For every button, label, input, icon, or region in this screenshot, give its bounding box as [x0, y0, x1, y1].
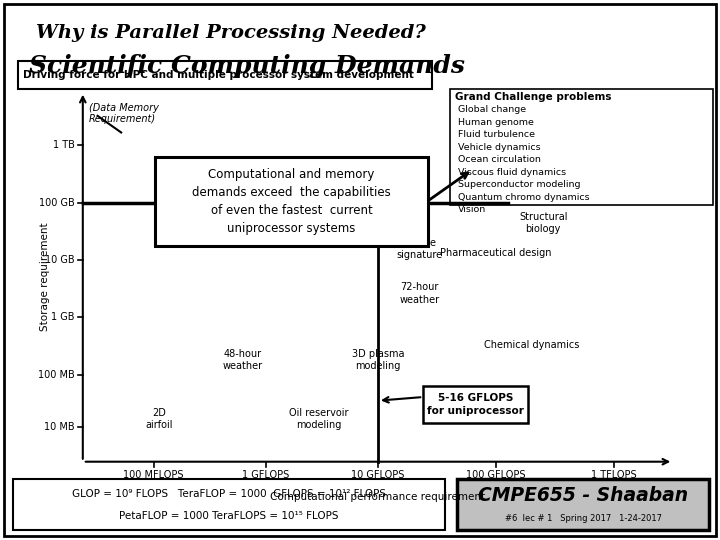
Text: Computational and memory
demands exceed  the capabilities
of even the fastest  c: Computational and memory demands exceed …	[192, 167, 391, 235]
Bar	[423, 386, 528, 423]
Text: (Data Memory
Requirement): (Data Memory Requirement)	[89, 103, 158, 125]
Text: Vehicle dynamics: Vehicle dynamics	[458, 143, 541, 152]
Text: 5-16 GFLOPS
for uniprocessor: 5-16 GFLOPS for uniprocessor	[427, 393, 524, 416]
Bar	[155, 157, 428, 246]
Text: 100 GFLOPS: 100 GFLOPS	[467, 470, 526, 480]
Bar	[457, 479, 709, 530]
Text: Scientific Computing Demands: Scientific Computing Demands	[29, 54, 465, 78]
Text: 1 GFLOPS: 1 GFLOPS	[242, 470, 289, 480]
Bar	[18, 61, 432, 89]
Text: 72-hour
weather: 72-hour weather	[400, 282, 439, 305]
Text: Oil reservoir
modeling: Oil reservoir modeling	[289, 408, 348, 430]
Text: Driving force for HPC and multiple processor system development: Driving force for HPC and multiple proce…	[23, 70, 414, 80]
Text: 10 GFLOPS: 10 GFLOPS	[351, 470, 405, 480]
Text: 48-hour
weather: 48-hour weather	[222, 349, 262, 371]
Text: 3D plasma
modeling: 3D plasma modeling	[352, 349, 404, 371]
Text: Viscous fluid dynamics: Viscous fluid dynamics	[458, 167, 566, 177]
Text: Computational performance requirement: Computational performance requirement	[271, 492, 485, 502]
Text: 1 TFLOPS: 1 TFLOPS	[591, 470, 637, 480]
Text: 10 GB: 10 GB	[45, 255, 75, 265]
Text: Pharmaceutical design: Pharmaceutical design	[441, 248, 552, 258]
Text: 1 GB: 1 GB	[51, 313, 75, 322]
Text: Quantum chromo dynamics: Quantum chromo dynamics	[458, 193, 590, 201]
Text: Why is Parallel Processing Needed?: Why is Parallel Processing Needed?	[36, 24, 426, 42]
Text: 100 MB: 100 MB	[38, 370, 75, 380]
Text: Global change: Global change	[458, 105, 526, 114]
Text: Chemical dynamics: Chemical dynamics	[484, 340, 579, 350]
Text: 100 GB: 100 GB	[39, 198, 75, 208]
Text: Vehicle
signature: Vehicle signature	[396, 238, 442, 260]
Text: GLOP = 10⁹ FLOPS   TeraFLOP = 1000  GFLOPS = 10¹² FLOPS: GLOP = 10⁹ FLOPS TeraFLOP = 1000 GFLOPS …	[72, 489, 386, 500]
Text: #6  lec # 1   Spring 2017   1-24-2017: #6 lec # 1 Spring 2017 1-24-2017	[505, 515, 662, 523]
Text: 2D
airfoil: 2D airfoil	[146, 408, 174, 430]
Text: 1 TB: 1 TB	[53, 140, 75, 151]
Text: Ocean circulation: Ocean circulation	[458, 155, 541, 164]
Text: 100 MFLOPS: 100 MFLOPS	[123, 470, 184, 480]
Text: Storage requirement: Storage requirement	[40, 222, 50, 331]
Text: Superconductor modeling: Superconductor modeling	[458, 180, 580, 189]
Text: PetaFLOP = 1000 TeraFLOPS = 10¹⁵ FLOPS: PetaFLOP = 1000 TeraFLOPS = 10¹⁵ FLOPS	[120, 511, 338, 521]
Bar	[13, 479, 445, 530]
Text: Grand Challenge problems: Grand Challenge problems	[455, 92, 611, 102]
Text: Vision: Vision	[458, 205, 486, 214]
Bar	[450, 89, 713, 205]
Text: Fluid turbulence: Fluid turbulence	[458, 130, 535, 139]
Text: 10 MB: 10 MB	[44, 422, 75, 431]
Text: Structural
biology: Structural biology	[519, 212, 567, 234]
Text: Human genome: Human genome	[458, 118, 534, 126]
Text: CMPE655 - Shaaban: CMPE655 - Shaaban	[478, 486, 688, 505]
